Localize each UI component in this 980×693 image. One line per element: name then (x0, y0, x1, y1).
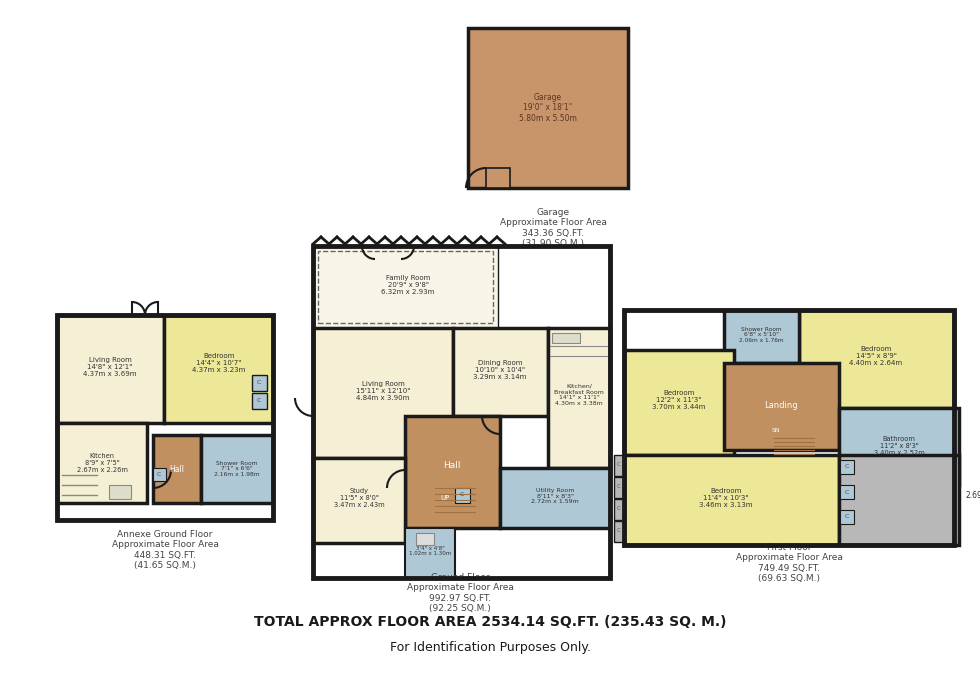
Text: Utility Room
8'11" x 8'3"
2.72m x 1.59m: Utility Room 8'11" x 8'3" 2.72m x 1.59m (531, 488, 579, 505)
Bar (799, 310, 954, 408)
Text: 2.69: 2.69 (965, 491, 980, 500)
Bar (57, 315, 164, 423)
Text: Shower Room
7'1" x 6'6"
2.16m x 1.98m: Shower Room 7'1" x 6'6" 2.16m x 1.98m (215, 461, 260, 477)
Bar (614, 499, 624, 520)
Bar (57, 423, 147, 503)
Text: UP: UP (440, 495, 450, 501)
Bar (724, 310, 799, 363)
Text: 3'4" x 4'8"
1.02m x 1.30m: 3'4" x 4'8" 1.02m x 1.30m (409, 545, 451, 556)
Text: C: C (257, 398, 262, 403)
Text: C: C (617, 529, 621, 534)
Bar (724, 363, 839, 450)
Text: Dining Room
10'10" x 10'4"
3.29m x 3.14m: Dining Room 10'10" x 10'4" 3.29m x 3.14m (473, 360, 526, 380)
Text: C: C (617, 484, 621, 489)
Text: Garage
Approximate Floor Area
343.36 SQ.FT.
(31.90 SQ.M.): Garage Approximate Floor Area 343.36 SQ.… (500, 208, 607, 248)
Text: Annexe Ground Floor
Approximate Floor Area
448.31 SQ.FT.
(41.65 SQ.M.): Annexe Ground Floor Approximate Floor Ar… (112, 530, 219, 570)
Bar (313, 328, 453, 458)
Bar (500, 468, 610, 528)
Text: Bedroom
14'4" x 10'7"
4.37m x 3.23m: Bedroom 14'4" x 10'7" 4.37m x 3.23m (192, 353, 246, 373)
Text: Bedroom
11'4" x 10'3"
3.46m x 3.13m: Bedroom 11'4" x 10'3" 3.46m x 3.13m (700, 488, 753, 508)
Text: Ground Floor
Approximate Floor Area
992.97 SQ.FT.
(92.25 SQ.M.): Ground Floor Approximate Floor Area 992.… (407, 573, 514, 613)
Text: Kitchen
8'9" x 7'5"
2.67m x 2.26m: Kitchen 8'9" x 7'5" 2.67m x 2.26m (76, 453, 127, 473)
Bar (252, 375, 267, 391)
Bar (153, 468, 166, 481)
Bar (614, 477, 624, 498)
Text: SN: SN (771, 428, 780, 432)
Text: First Floor
Approximate Floor Area
749.49 SQ.FT.
(69.63 SQ.M.): First Floor Approximate Floor Area 749.4… (736, 543, 843, 583)
Bar (57, 315, 273, 520)
Text: Bathroom
11'2" x 8'3"
3.40m x 2.52m: Bathroom 11'2" x 8'3" 3.40m x 2.52m (873, 436, 924, 456)
Bar (839, 455, 959, 545)
Bar (313, 246, 610, 578)
Bar (164, 315, 273, 423)
Bar (318, 251, 493, 323)
Text: C: C (257, 380, 262, 385)
Bar (624, 350, 734, 455)
Bar (614, 455, 624, 476)
Text: C: C (845, 464, 850, 469)
Text: For Identification Purposes Only.: For Identification Purposes Only. (389, 642, 591, 654)
Bar (548, 328, 610, 468)
Bar (252, 393, 267, 409)
Bar (624, 310, 954, 545)
Text: TOTAL APPROX FLOOR AREA 2534.14 SQ.FT. (235.43 SQ. M.): TOTAL APPROX FLOOR AREA 2534.14 SQ.FT. (… (254, 615, 726, 629)
Text: Family Room
20'9" x 9'8"
6.32m x 2.93m: Family Room 20'9" x 9'8" 6.32m x 2.93m (381, 275, 435, 295)
Bar (839, 408, 959, 485)
Text: C: C (845, 489, 850, 495)
Text: Landing: Landing (764, 401, 798, 410)
Bar (468, 28, 628, 188)
Bar (313, 246, 498, 328)
Bar (201, 435, 273, 503)
Text: Living Room
14'8" x 12'1"
4.37m x 3.69m: Living Room 14'8" x 12'1" 4.37m x 3.69m (83, 357, 137, 377)
Bar (405, 416, 500, 528)
Bar (153, 435, 201, 503)
Text: Shower Room
6'8" x 5'10"
2.06m x 1.76m: Shower Room 6'8" x 5'10" 2.06m x 1.76m (739, 326, 783, 343)
Bar (416, 533, 434, 545)
Bar (840, 510, 854, 524)
Text: Kitchen/
Breakfast Room
14'1" x 11'1"
4.30m x 3.38m: Kitchen/ Breakfast Room 14'1" x 11'1" 4.… (554, 384, 604, 406)
Text: Study
11'5" x 8'0"
3.47m x 2.43m: Study 11'5" x 8'0" 3.47m x 2.43m (333, 488, 384, 508)
Bar (455, 488, 470, 503)
Bar (624, 455, 839, 545)
Text: C: C (460, 493, 465, 498)
Bar (486, 168, 510, 188)
Text: Living Room
15'11" x 12'10"
4.84m x 3.90m: Living Room 15'11" x 12'10" 4.84m x 3.90… (356, 381, 411, 401)
Bar (840, 485, 854, 499)
Text: C: C (845, 514, 850, 520)
Text: C: C (617, 507, 621, 511)
Text: Bedroom
12'2" x 11'3"
3.70m x 3.44m: Bedroom 12'2" x 11'3" 3.70m x 3.44m (653, 390, 706, 410)
Text: C: C (157, 471, 161, 477)
Text: Bedroom
14'5" x 8'9"
4.40m x 2.64m: Bedroom 14'5" x 8'9" 4.40m x 2.64m (850, 346, 903, 366)
Bar (614, 521, 624, 542)
Text: C: C (617, 462, 621, 468)
Bar (840, 460, 854, 474)
Text: Hall: Hall (443, 461, 461, 469)
Bar (552, 333, 580, 343)
Bar (453, 328, 548, 416)
Bar (109, 485, 131, 499)
Bar (405, 528, 455, 578)
Bar (313, 458, 405, 543)
Text: Garage
19'0" x 18'1"
5.80m x 5.50m: Garage 19'0" x 18'1" 5.80m x 5.50m (519, 93, 577, 123)
Text: Hall: Hall (170, 464, 184, 473)
